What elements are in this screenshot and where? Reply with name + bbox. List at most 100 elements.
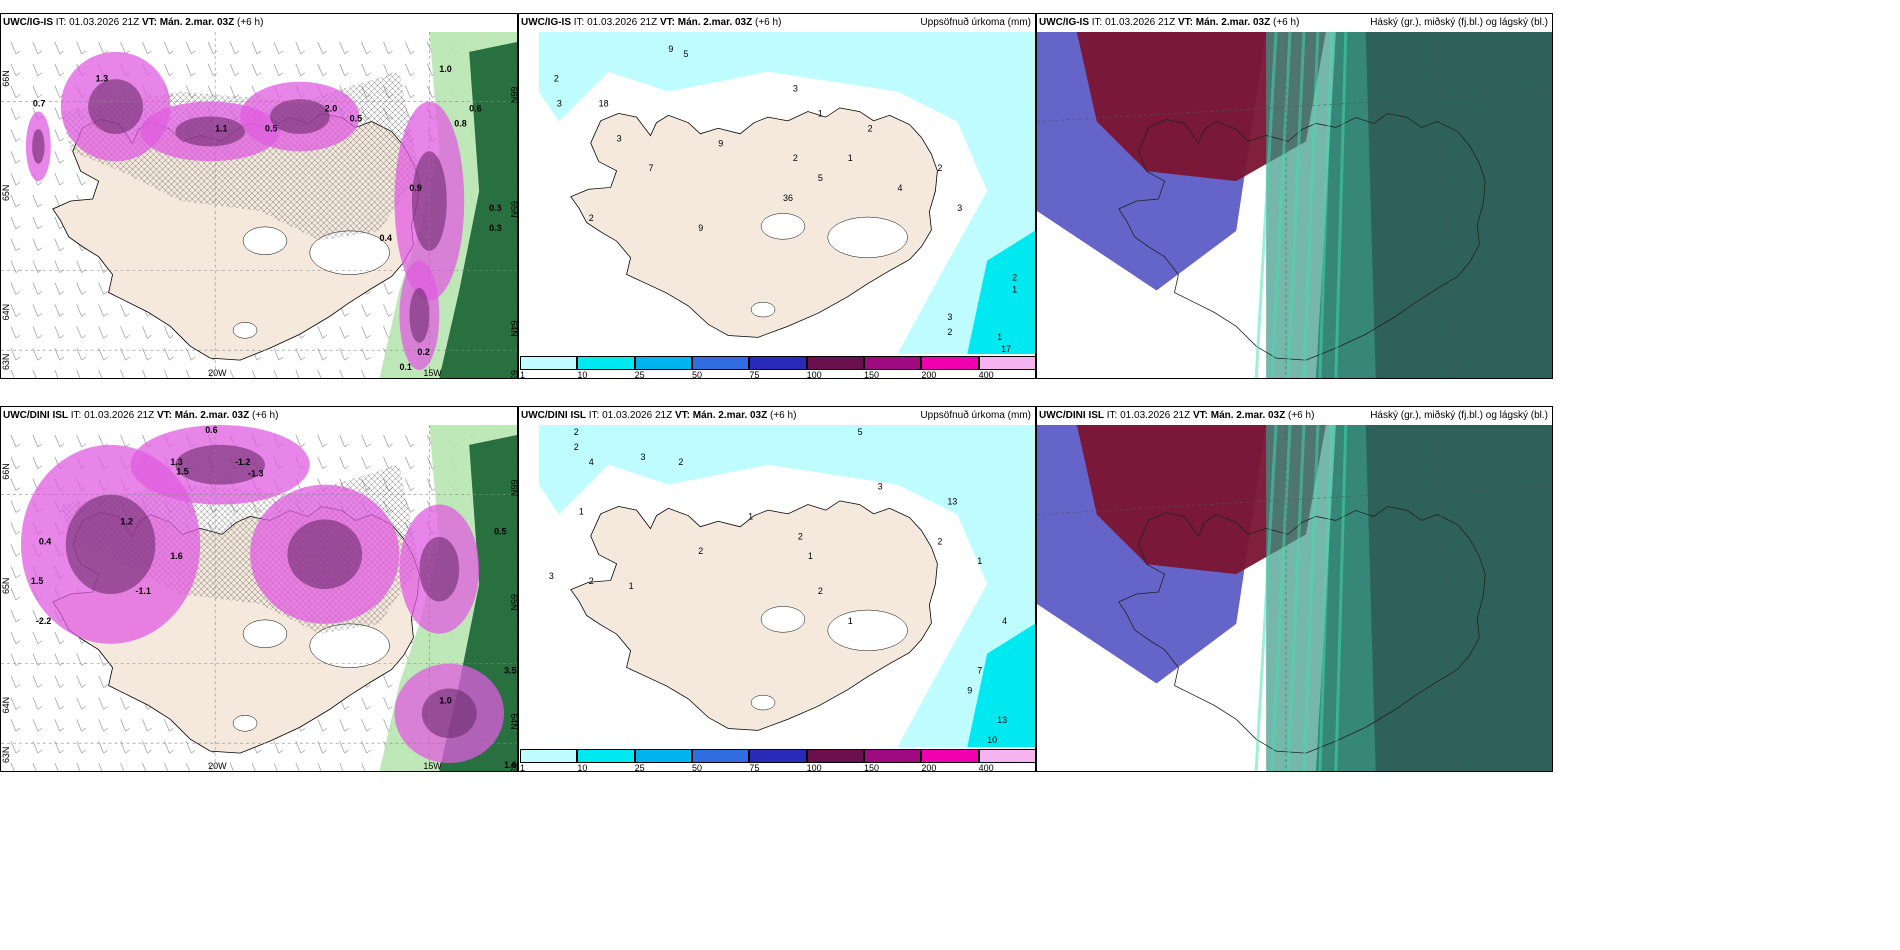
wind-barb bbox=[54, 326, 61, 339]
cloud-streak bbox=[1286, 32, 1306, 378]
mid-cloud-dark bbox=[1365, 425, 1552, 771]
wind-barb-tick bbox=[59, 72, 64, 77]
panel-header: UWC/DINI ISL IT: 01.03.2026 21Z VT: Mán.… bbox=[1037, 407, 1552, 425]
wind-barb-tick bbox=[103, 269, 108, 273]
colorbar-label: 100 bbox=[806, 370, 822, 379]
wind-barb bbox=[405, 478, 411, 491]
precip-label: 3 bbox=[549, 571, 554, 581]
wind-barb bbox=[54, 631, 61, 644]
wind-barb-tick bbox=[103, 334, 108, 339]
wind-barb-tick bbox=[15, 443, 21, 448]
temperature-label: 0.8 bbox=[454, 118, 466, 128]
purple-precip-core bbox=[88, 79, 143, 134]
iceland-landmass bbox=[570, 500, 938, 731]
wind-barb bbox=[54, 63, 61, 76]
colorbar-segment bbox=[749, 356, 807, 370]
wind-barb bbox=[295, 41, 302, 55]
panel-cloud-top: UWC/IG-IS IT: 01.03.2026 21Z VT: Mán. 2.… bbox=[1036, 13, 1553, 379]
wind-barb-tick bbox=[278, 749, 284, 754]
glacier-myrdalsjokull bbox=[750, 694, 776, 711]
wind-barb bbox=[76, 675, 83, 688]
cloud-streak bbox=[1286, 425, 1306, 771]
wind-barb bbox=[10, 282, 17, 295]
wind-barb bbox=[361, 456, 367, 469]
wind-barb-tick bbox=[169, 727, 174, 732]
wind-barb bbox=[251, 762, 256, 771]
wind-barb-tick bbox=[103, 706, 108, 710]
wind-barb bbox=[427, 478, 433, 491]
wind-barb bbox=[383, 304, 389, 317]
axis-label-lat-right: 63N bbox=[509, 763, 517, 771]
wind-barb bbox=[76, 434, 83, 448]
wind-barb-tick bbox=[344, 706, 349, 710]
cloud-cover-map[interactable] bbox=[1037, 425, 1552, 771]
wind-barb-tick bbox=[59, 247, 64, 252]
purple-precip-core bbox=[269, 99, 330, 134]
temperature-label: 0.2 bbox=[417, 347, 429, 357]
wind-barb-tick bbox=[103, 291, 108, 295]
wind-barb bbox=[10, 762, 15, 771]
wind-barb-tick bbox=[125, 727, 130, 732]
precip-label: 3 bbox=[641, 452, 646, 462]
wind-barb-tick bbox=[81, 662, 86, 666]
model-name: UWC/DINI ISL bbox=[521, 410, 586, 421]
axis-label-lat: 64N bbox=[1, 304, 11, 320]
cloud-streak bbox=[1270, 425, 1292, 771]
precip-label: 17 bbox=[1001, 344, 1011, 354]
wind-barb bbox=[32, 456, 39, 469]
purple-precip-core bbox=[409, 288, 430, 343]
wind-barb bbox=[120, 697, 126, 710]
axis-label-lat: 65N bbox=[1, 185, 11, 201]
colorbar-segment bbox=[978, 749, 1035, 763]
wind-barb bbox=[32, 697, 39, 710]
wind-barb bbox=[120, 434, 126, 448]
wind-barb bbox=[10, 238, 17, 251]
wind-barb-tick bbox=[59, 727, 64, 732]
wind-barb-tick bbox=[256, 72, 262, 77]
wind-barb-tick bbox=[15, 487, 21, 491]
wind-barb bbox=[76, 697, 83, 710]
wind-barb bbox=[142, 719, 148, 732]
green-precip-dark bbox=[439, 41, 517, 378]
landmass-group bbox=[570, 500, 938, 731]
temperature-label: 1.6 bbox=[170, 551, 182, 561]
it-value: 01.03.2026 21Z bbox=[587, 17, 658, 28]
wind-barb bbox=[361, 304, 367, 317]
wind-barb-tick bbox=[81, 684, 86, 688]
precipitation-map[interactable]: 2 3 9 5 3 7 2 3 1 2 1 2 1 3 2 1 17 18 9 9 36 4 3 2 5 2 bbox=[519, 32, 1035, 354]
wind-barb bbox=[54, 719, 61, 732]
wind-barb bbox=[98, 369, 103, 378]
wind-barb-tick bbox=[322, 443, 327, 448]
temperature-map[interactable]: 0.7 1.3 2.0 0.5 1.1 0.9 0.6 0.3 0.8 0.5 1.0 0.4 0.3 0… bbox=[1, 32, 517, 378]
temperature-label: 1.3 bbox=[96, 74, 108, 84]
wind-barb bbox=[229, 369, 234, 378]
axis-label-lat-right: 65N bbox=[509, 201, 517, 217]
parallel bbox=[1037, 91, 1552, 122]
wind-barb bbox=[10, 500, 17, 513]
axis-label-lat-right: 64N bbox=[509, 320, 517, 336]
wind-barb-tick bbox=[59, 159, 64, 164]
wind-barb-tick bbox=[59, 706, 64, 710]
colorbar-segment bbox=[864, 749, 922, 763]
temperature-label: 2.0 bbox=[325, 104, 337, 114]
cloud-cover-map[interactable] bbox=[1037, 32, 1552, 378]
panel-header: UWC/IG-IS IT: 01.03.2026 21Z VT: Mán. 2.… bbox=[1, 14, 517, 32]
wind-barb bbox=[10, 63, 17, 76]
model-name: UWC/DINI ISL bbox=[1039, 410, 1104, 421]
wind-barb-tick bbox=[125, 749, 130, 754]
glacier-myrdalsjokull bbox=[232, 715, 258, 732]
wind-barb-tick bbox=[81, 443, 86, 448]
wind-barb bbox=[383, 282, 389, 295]
vt-label: VT: bbox=[674, 410, 690, 421]
cloud-streak bbox=[1334, 425, 1348, 771]
temperature-map[interactable]: 0.6 1.3 1.5 -1.2 -1.3 1.2 0.4 1.6 -1.1 1.5 -2.2 0.5… bbox=[1, 425, 517, 771]
colorbar-segment bbox=[921, 749, 979, 763]
precipitation-map[interactable]: 2 2 4 1 3 2 1 2 1 2 1 5 3 2 13 1 4 7 9 13 10 3 2 1 2 bbox=[519, 425, 1035, 747]
wind-barb bbox=[10, 609, 17, 622]
wind-barb bbox=[339, 762, 344, 771]
cloud-title: Háský (gr.), miðský (fj.bl.) og lágský (… bbox=[1370, 410, 1548, 421]
panel-header: UWC/DINI ISL IT: 01.03.2026 21Z VT: Mán.… bbox=[519, 407, 1035, 425]
wind-barb-tick bbox=[366, 334, 371, 339]
wind-barb-tick bbox=[37, 749, 43, 754]
graticule bbox=[1037, 425, 1552, 771]
